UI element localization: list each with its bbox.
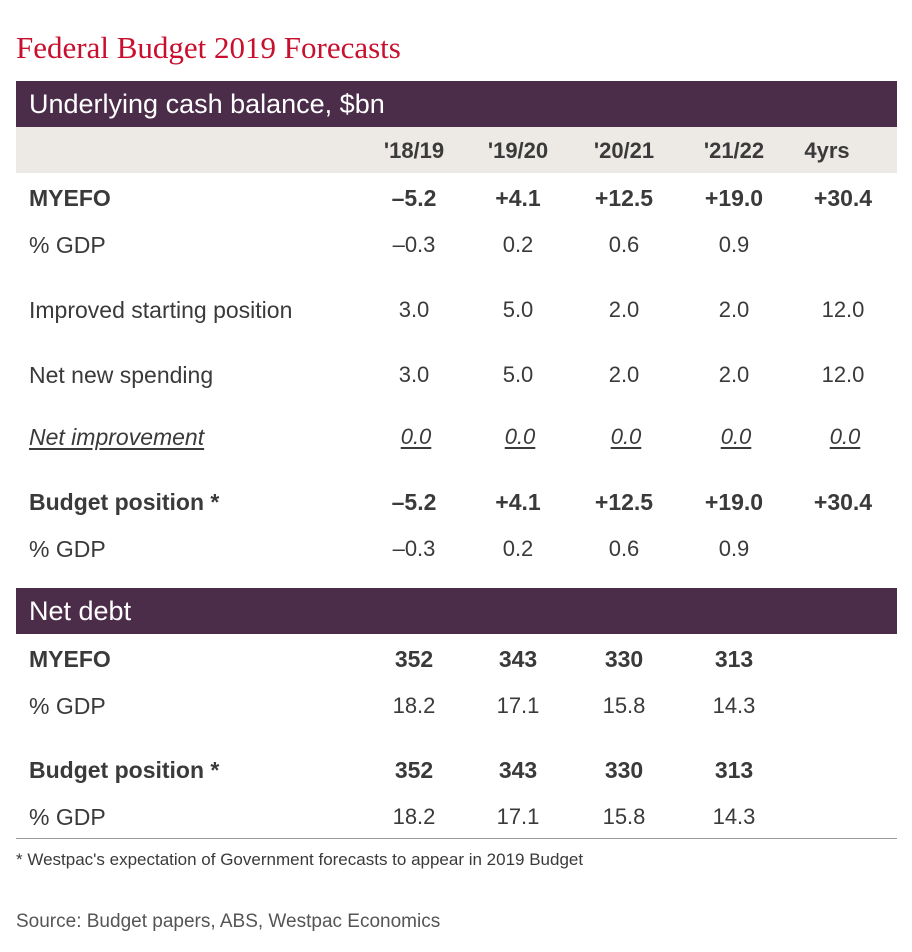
- row-label: % GDP: [29, 536, 106, 562]
- cell-value: 0.0: [829, 424, 861, 449]
- cell-value: 0.0: [400, 424, 432, 449]
- cell-value: –0.3: [392, 232, 436, 257]
- cell-value: 12.0: [821, 297, 865, 322]
- cell-value: 15.8: [602, 804, 646, 829]
- table-row-net-improvement: Net improvement 0.0 0.0 0.0 0.0 0.0: [0, 417, 912, 457]
- cell-value: 0.0: [720, 424, 752, 449]
- row-label: % GDP: [29, 693, 106, 719]
- table-bottom-divider: [16, 838, 897, 839]
- cell-value: 17.1: [496, 804, 540, 829]
- cell-value: 313: [714, 757, 754, 783]
- cell-value: 17.1: [496, 693, 540, 718]
- source-note: Source: Budget papers, ABS, Westpac Econ…: [16, 911, 441, 932]
- cell-value: +4.1: [495, 185, 541, 211]
- column-header-20-21: '20/21: [593, 138, 655, 163]
- cell-value: 2.0: [718, 297, 750, 322]
- cell-value: +12.5: [594, 185, 654, 211]
- table-row-pct-gdp: % GDP –0.3 0.2 0.6 0.9: [0, 529, 912, 569]
- row-label: % GDP: [29, 232, 106, 258]
- cell-value: +19.0: [704, 489, 764, 515]
- cell-value: 0.0: [504, 424, 536, 449]
- cell-value: 313: [714, 646, 754, 672]
- cell-value: 0.2: [502, 232, 534, 257]
- cell-value: 352: [394, 757, 434, 783]
- cell-value: 0.6: [608, 536, 640, 561]
- cell-value: 343: [498, 757, 538, 783]
- cell-value: +19.0: [704, 185, 764, 211]
- cell-value: 2.0: [608, 362, 640, 387]
- table-row-myefo: MYEFO –5.2 +4.1 +12.5 +19.0 +30.4: [0, 178, 912, 218]
- cell-value: 15.8: [602, 693, 646, 718]
- cell-value: 18.2: [392, 804, 436, 829]
- column-header-row: '18/19 '19/20 '20/21 '21/22 4yrs: [16, 127, 897, 173]
- cell-value: –5.2: [391, 489, 437, 515]
- cell-value: 2.0: [718, 362, 750, 387]
- table-row-pct-gdp: % GDP –0.3 0.2 0.6 0.9: [0, 225, 912, 265]
- cell-value: +4.1: [495, 489, 541, 515]
- row-label: Improved starting position: [29, 297, 293, 323]
- cell-value: 0.2: [502, 536, 534, 561]
- cell-value: 0.6: [608, 232, 640, 257]
- row-label: Net new spending: [29, 362, 214, 388]
- cell-value: 3.0: [398, 362, 430, 387]
- cell-value: 5.0: [502, 297, 534, 322]
- footnote: * Westpac's expectation of Government fo…: [16, 850, 584, 869]
- table-row-budget-position: Budget position * –5.2 +4.1 +12.5 +19.0 …: [0, 482, 912, 522]
- cell-value: 330: [604, 646, 644, 672]
- table-row-pct-gdp: % GDP 18.2 17.1 15.8 14.3: [0, 797, 912, 837]
- row-label: Budget position *: [29, 757, 220, 783]
- table-row-pct-gdp: % GDP 18.2 17.1 15.8 14.3: [0, 686, 912, 726]
- table-row-net-new-spending: Net new spending 3.0 5.0 2.0 2.0 12.0: [0, 355, 912, 395]
- cell-value: 3.0: [398, 297, 430, 322]
- cell-value: 5.0: [502, 362, 534, 387]
- column-header-21-22: '21/22: [703, 138, 765, 163]
- table-row-improved-starting-position: Improved starting position 3.0 5.0 2.0 2…: [0, 290, 912, 330]
- page-title: Federal Budget 2019 Forecasts: [16, 30, 401, 65]
- column-header-4yrs: 4yrs: [804, 138, 850, 163]
- row-label: MYEFO: [29, 185, 111, 211]
- cell-value: –0.3: [392, 536, 436, 561]
- row-label: Net improvement: [29, 424, 205, 450]
- cell-value: 14.3: [712, 693, 756, 718]
- cell-value: 352: [394, 646, 434, 672]
- cell-value: +12.5: [594, 489, 654, 515]
- section-header-net-debt: Net debt: [16, 588, 897, 634]
- cell-value: 0.9: [718, 536, 750, 561]
- column-header-18-19: '18/19: [383, 138, 445, 163]
- column-header-19-20: '19/20: [487, 138, 549, 163]
- row-label: % GDP: [29, 804, 106, 830]
- cell-value: 2.0: [608, 297, 640, 322]
- table-row-myefo: MYEFO 352 343 330 313: [0, 639, 912, 679]
- section-header-cash-balance: Underlying cash balance, $bn: [16, 81, 897, 127]
- cell-value: 0.0: [610, 424, 642, 449]
- row-label: Budget position *: [29, 489, 220, 515]
- row-label: MYEFO: [29, 646, 111, 672]
- cell-value: 330: [604, 757, 644, 783]
- cell-value: 343: [498, 646, 538, 672]
- cell-value: 14.3: [712, 804, 756, 829]
- cell-value: +30.4: [813, 185, 873, 211]
- cell-value: +30.4: [813, 489, 873, 515]
- cell-value: –5.2: [391, 185, 437, 211]
- cell-value: 18.2: [392, 693, 436, 718]
- cell-value: 12.0: [821, 362, 865, 387]
- table-row-budget-position: Budget position * 352 343 330 313: [0, 750, 912, 790]
- cell-value: 0.9: [718, 232, 750, 257]
